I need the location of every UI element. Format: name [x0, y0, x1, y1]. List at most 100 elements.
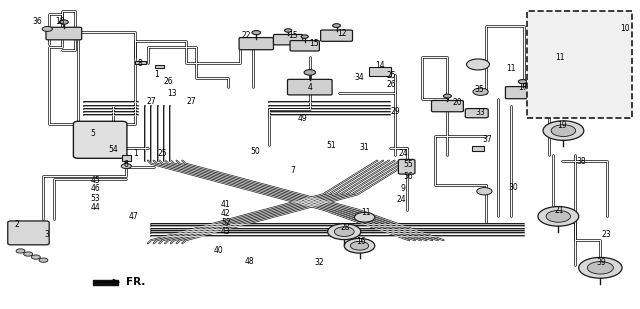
- Text: 47: 47: [129, 212, 139, 221]
- Bar: [369, 67, 391, 76]
- FancyBboxPatch shape: [46, 27, 82, 40]
- Circle shape: [350, 241, 369, 250]
- Text: 25: 25: [387, 71, 396, 80]
- Circle shape: [39, 258, 48, 262]
- Text: 19: 19: [557, 121, 567, 129]
- Circle shape: [444, 94, 451, 98]
- Polygon shape: [93, 280, 118, 285]
- FancyBboxPatch shape: [398, 159, 415, 174]
- Text: 9: 9: [401, 184, 405, 193]
- Text: 5: 5: [90, 129, 95, 138]
- Circle shape: [538, 206, 579, 226]
- Text: 53: 53: [91, 194, 100, 203]
- FancyBboxPatch shape: [273, 35, 303, 45]
- Text: 17: 17: [518, 83, 527, 92]
- Text: 3: 3: [45, 230, 50, 239]
- Circle shape: [252, 31, 260, 35]
- Circle shape: [304, 70, 316, 75]
- Text: 43: 43: [221, 227, 230, 236]
- Text: 24: 24: [398, 149, 408, 158]
- Text: 55: 55: [403, 160, 413, 169]
- Text: 54: 54: [108, 145, 118, 154]
- Circle shape: [473, 88, 488, 95]
- Text: 32: 32: [314, 258, 324, 267]
- Text: 28: 28: [340, 223, 350, 232]
- Text: 49: 49: [298, 114, 307, 123]
- Circle shape: [24, 252, 33, 256]
- Text: 20: 20: [453, 98, 463, 107]
- Text: 1: 1: [133, 149, 138, 158]
- FancyBboxPatch shape: [506, 87, 540, 99]
- Circle shape: [334, 227, 354, 236]
- Bar: [122, 154, 131, 161]
- Bar: [472, 146, 484, 151]
- Circle shape: [518, 79, 527, 84]
- Bar: [155, 65, 164, 68]
- Text: 16: 16: [356, 237, 366, 246]
- Text: 18: 18: [55, 17, 65, 26]
- Circle shape: [537, 60, 559, 71]
- Circle shape: [42, 27, 52, 32]
- Circle shape: [557, 39, 567, 44]
- Text: 11: 11: [555, 53, 564, 61]
- FancyBboxPatch shape: [431, 100, 463, 112]
- Text: 31: 31: [360, 143, 369, 152]
- FancyBboxPatch shape: [321, 30, 353, 41]
- Text: 36: 36: [32, 17, 42, 26]
- Circle shape: [60, 20, 68, 24]
- Text: 10: 10: [620, 24, 629, 33]
- Text: FR.: FR.: [125, 277, 145, 287]
- Circle shape: [16, 249, 25, 253]
- FancyBboxPatch shape: [543, 27, 580, 40]
- Text: 2: 2: [15, 220, 20, 229]
- FancyBboxPatch shape: [543, 47, 580, 60]
- Circle shape: [543, 121, 584, 140]
- Text: 14: 14: [375, 61, 385, 70]
- Circle shape: [546, 210, 570, 222]
- Text: 51: 51: [326, 141, 336, 150]
- Bar: [134, 61, 146, 65]
- Circle shape: [121, 164, 131, 169]
- Text: 22: 22: [242, 31, 252, 40]
- Text: 40: 40: [213, 246, 223, 255]
- Text: 33: 33: [476, 108, 486, 117]
- Text: 6: 6: [124, 160, 129, 169]
- Circle shape: [31, 255, 40, 259]
- Text: 26: 26: [164, 77, 173, 86]
- FancyBboxPatch shape: [239, 38, 273, 50]
- Text: 35: 35: [474, 85, 484, 94]
- Text: 48: 48: [245, 256, 255, 265]
- Text: 46: 46: [91, 184, 100, 193]
- Text: 27: 27: [186, 97, 196, 106]
- Text: 37: 37: [482, 135, 492, 144]
- Text: 29: 29: [390, 107, 400, 116]
- Text: 39: 39: [596, 258, 607, 267]
- Circle shape: [557, 19, 567, 24]
- Text: 8: 8: [138, 59, 143, 68]
- Circle shape: [333, 24, 340, 28]
- Text: 1: 1: [154, 70, 159, 79]
- Circle shape: [301, 35, 308, 38]
- Text: 25: 25: [158, 149, 168, 159]
- FancyBboxPatch shape: [290, 40, 319, 51]
- Text: 7: 7: [291, 166, 296, 175]
- Text: 23: 23: [602, 230, 612, 239]
- Text: 15: 15: [309, 39, 319, 48]
- Circle shape: [344, 239, 375, 253]
- Text: 24: 24: [397, 195, 406, 204]
- Text: 11: 11: [361, 208, 371, 217]
- FancyBboxPatch shape: [8, 221, 49, 245]
- Text: 27: 27: [147, 97, 156, 106]
- Text: 21: 21: [555, 206, 564, 215]
- Circle shape: [328, 224, 361, 240]
- Text: 34: 34: [355, 74, 364, 83]
- Text: 26: 26: [387, 80, 396, 89]
- Text: 52: 52: [221, 218, 230, 227]
- Text: 15: 15: [289, 31, 298, 40]
- Text: 11: 11: [506, 64, 516, 73]
- Circle shape: [477, 188, 492, 195]
- Text: 44: 44: [91, 203, 100, 212]
- Bar: [527, 11, 632, 118]
- Circle shape: [551, 125, 575, 137]
- Text: 41: 41: [221, 200, 230, 209]
